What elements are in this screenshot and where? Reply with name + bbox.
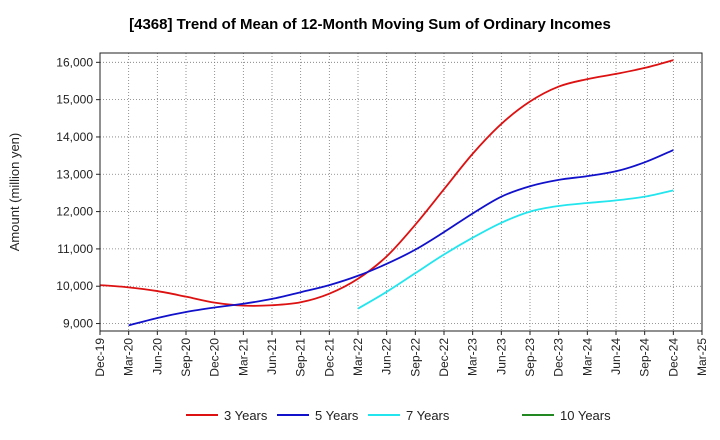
- y-tick-label: 13,000: [56, 167, 93, 181]
- x-tick-label: Jun-20: [150, 338, 164, 375]
- y-axis-label: Amount (million yen): [7, 133, 22, 252]
- y-tick-label: 12,000: [56, 205, 93, 219]
- legend-label-3-years: 3 Years: [224, 408, 268, 423]
- series-group: [99, 59, 674, 327]
- x-tick-label: Mar-20: [122, 338, 136, 376]
- x-tick-label: Sep-24: [638, 338, 652, 377]
- x-tick-label: Dec-19: [93, 338, 107, 377]
- series-line-5-years: [128, 149, 674, 327]
- y-axis: 9,000 10,000 11,000 12,000 13,000 14,000 15,00…: [56, 55, 100, 331]
- plot-area: [100, 53, 702, 331]
- series-line-7-years: [357, 189, 674, 310]
- x-tick-label: Mar-24: [580, 338, 594, 376]
- legend-label-5-years: 5 Years: [315, 408, 359, 423]
- legend-label-7-years: 7 Years: [406, 408, 450, 423]
- plot-frame: [99, 52, 703, 332]
- legend: 3 Years 5 Years 7 Years 10 Years: [186, 408, 611, 423]
- x-tick-label: Sep-21: [294, 338, 308, 377]
- x-tick-label: Dec-23: [552, 338, 566, 377]
- x-tick-label: Jun-22: [380, 338, 394, 375]
- grid: [99, 53, 703, 331]
- legend-label-10-years: 10 Years: [560, 408, 611, 423]
- y-tick-label: 10,000: [56, 279, 93, 293]
- x-tick-label: Sep-20: [179, 338, 193, 377]
- x-tick-label: Mar-21: [236, 338, 250, 376]
- x-tick-label: Jun-24: [609, 338, 623, 375]
- x-tick-label: Dec-20: [208, 338, 222, 377]
- y-tick-label: 11,000: [57, 242, 93, 256]
- x-tick-label: Mar-23: [466, 338, 480, 376]
- y-tick-label: 9,000: [63, 317, 93, 331]
- x-tick-label: Dec-21: [322, 338, 336, 377]
- x-tick-label: Jun-21: [265, 338, 279, 375]
- x-tick-label: Sep-22: [408, 338, 422, 377]
- x-tick-label: Mar-22: [351, 338, 365, 376]
- x-tick-label: Dec-22: [437, 338, 451, 377]
- x-tick-label: Mar-25: [695, 338, 709, 376]
- x-tick-label: Dec-24: [666, 338, 680, 377]
- x-axis: Dec-19 Mar-20 Jun-20 Sep-20 Dec-20 Mar-21 Jun-…: [93, 331, 709, 377]
- y-tick-label: 14,000: [56, 130, 93, 144]
- x-tick-label: Sep-23: [523, 338, 537, 377]
- y-tick-label: 15,000: [56, 93, 93, 107]
- chart-title: [4368] Trend of Mean of 12-Month Moving …: [129, 16, 611, 33]
- series-line-3-years: [99, 59, 674, 307]
- y-tick-label: 16,000: [56, 55, 93, 69]
- x-tick-label: Jun-23: [494, 338, 508, 375]
